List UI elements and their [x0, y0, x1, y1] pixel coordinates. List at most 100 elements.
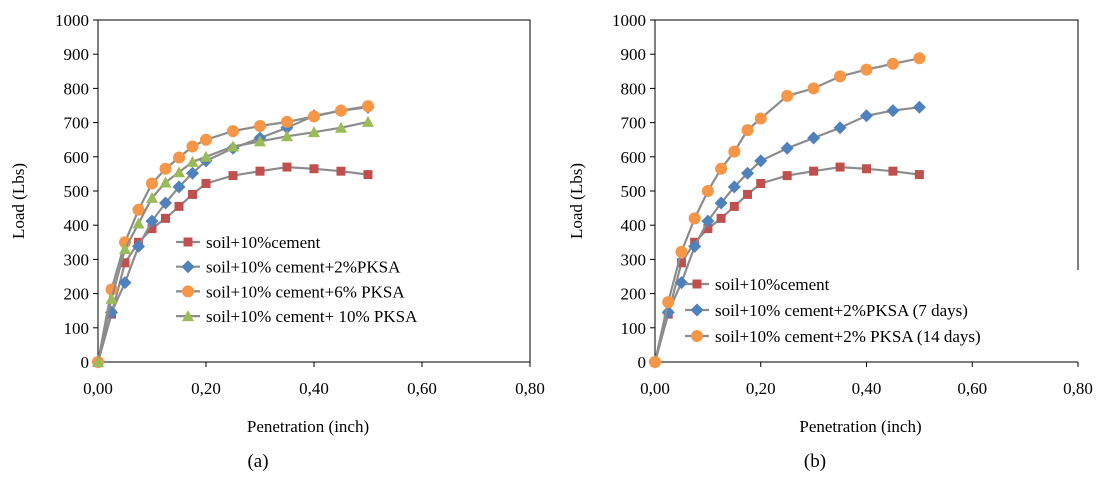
data-point	[703, 224, 713, 234]
data-point	[688, 212, 701, 225]
legend-item: soil+10% cement+2%PKSA	[176, 258, 401, 277]
data-point	[729, 201, 739, 211]
panel-label: (b)	[804, 451, 826, 472]
legend-label: soil+10% cement+2%PKSA	[206, 258, 401, 277]
y-tick-label: 600	[64, 148, 90, 167]
data-point	[336, 166, 346, 176]
y-tick-label: 200	[621, 285, 647, 304]
data-point	[833, 121, 847, 135]
data-point	[809, 166, 819, 176]
series-2	[92, 100, 374, 368]
data-point	[835, 162, 845, 172]
data-point	[688, 239, 702, 253]
y-tick-label: 700	[64, 114, 90, 133]
data-point	[147, 224, 157, 234]
data-point	[756, 178, 766, 188]
data-point	[860, 109, 873, 123]
data-point	[186, 166, 199, 180]
legend-item: soil+10% cement+6% PKSA	[176, 282, 405, 301]
data-point	[727, 180, 741, 194]
data-point	[173, 151, 185, 164]
legend-marker	[183, 237, 193, 247]
legend-marker	[182, 285, 194, 298]
data-point	[159, 162, 172, 175]
data-point	[132, 239, 145, 253]
data-point	[308, 110, 320, 123]
data-point	[662, 296, 675, 309]
x-tick-label: 0,00	[83, 379, 113, 398]
legend-item: soil+10% cement+2% PKSA (14 days)	[685, 327, 981, 346]
data-point	[118, 276, 132, 290]
data-point	[743, 189, 753, 199]
data-point	[834, 70, 847, 83]
x-tick-label: 0,40	[852, 379, 882, 398]
x-tick-label: 0,00	[640, 379, 670, 398]
data-point	[227, 125, 239, 138]
data-point	[912, 100, 926, 114]
data-point	[780, 141, 794, 155]
data-point	[781, 89, 794, 102]
x-tick-label: 0,20	[746, 379, 776, 398]
data-point	[120, 258, 130, 268]
data-point	[186, 140, 199, 153]
legend-label: soil+10% cement+2%PKSA (7 days)	[715, 301, 968, 320]
data-point	[188, 189, 197, 199]
data-point	[309, 164, 319, 174]
legend-item: soil+10% cement+2%PKSA (7 days)	[685, 301, 968, 320]
data-point	[862, 164, 871, 174]
data-point	[132, 217, 145, 229]
legend-item: soil+10% cement+ 10% PKSA	[176, 307, 418, 326]
data-point	[227, 140, 239, 152]
data-point	[161, 213, 170, 223]
data-point	[281, 115, 293, 128]
data-point	[228, 171, 238, 181]
y-axis-title: Load (Lbs)	[9, 163, 28, 239]
legend-item: soil+10%cement	[176, 233, 321, 252]
data-point	[159, 196, 172, 210]
legend-item: soil+10%cement	[685, 275, 830, 294]
x-tick-label: 0,80	[515, 379, 545, 398]
y-tick-label: 100	[621, 319, 647, 338]
data-point	[281, 130, 293, 142]
chart-panel-a: 0 100 200 300 400 500 600 700 800 900 1000 0,00 0,20…	[9, 11, 545, 472]
data-point	[119, 243, 131, 255]
data-point	[649, 356, 661, 368]
data-point	[782, 171, 792, 181]
data-point	[754, 112, 767, 125]
y-tick-label: 300	[621, 250, 647, 269]
data-point	[807, 131, 821, 145]
data-point	[282, 162, 292, 172]
y-axis-title: Load (Lbs)	[567, 163, 586, 239]
y-tick-label: 900	[621, 45, 647, 64]
y-tick-label: 400	[64, 216, 90, 235]
data-point	[255, 166, 265, 176]
legend-label: soil+10% cement+2% PKSA (14 days)	[715, 327, 981, 346]
y-tick-label: 800	[621, 79, 647, 98]
legend: soil+10%cement soil+10% cement+2%PKSA (7 …	[685, 275, 981, 346]
y-tick-label: 0	[638, 353, 647, 372]
data-point	[362, 115, 374, 127]
series-3	[92, 115, 374, 367]
legend-marker	[691, 330, 703, 342]
data-point	[146, 177, 158, 190]
data-point	[363, 170, 373, 180]
data-point	[201, 178, 211, 188]
data-point	[172, 180, 186, 194]
data-point	[146, 191, 158, 203]
plot-border	[98, 19, 531, 362]
data-point	[913, 52, 926, 65]
data-point	[105, 292, 118, 304]
y-tick-label: 500	[621, 182, 647, 201]
data-point	[200, 150, 212, 162]
data-point	[145, 214, 159, 228]
plot-border	[655, 19, 1079, 270]
data-point	[714, 196, 728, 210]
data-point	[254, 120, 266, 133]
y-tick-label: 600	[621, 148, 647, 167]
y-tick-label: 400	[621, 216, 647, 235]
x-tick-label: 0,20	[191, 379, 221, 398]
legend-label: soil+10%cement	[206, 233, 321, 252]
data-point	[174, 201, 184, 211]
data-point	[362, 100, 374, 113]
